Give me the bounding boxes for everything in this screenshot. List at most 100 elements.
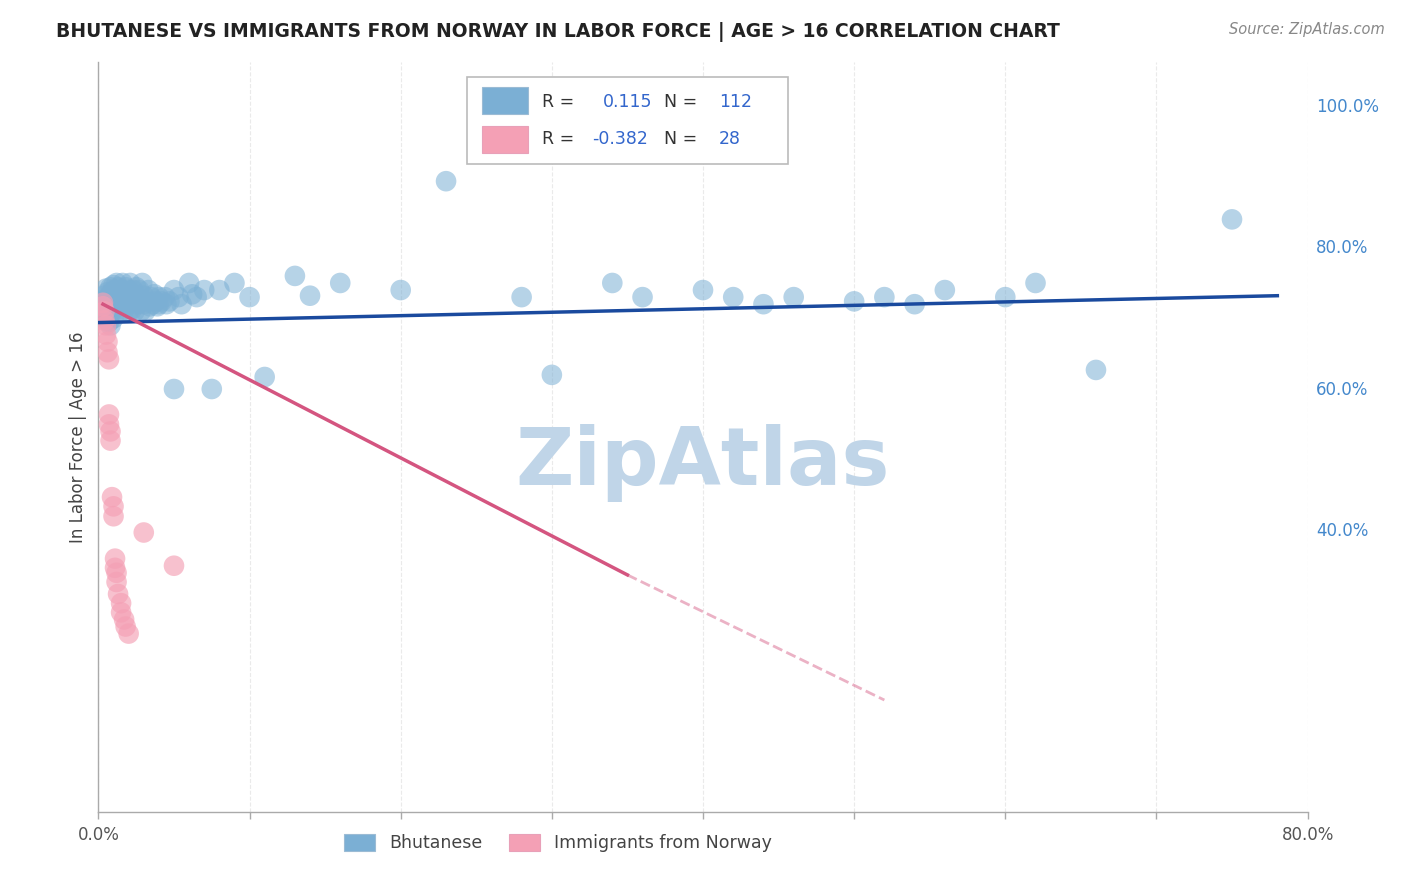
Point — [110, 294, 132, 309]
Point — [131, 276, 153, 290]
Point — [105, 574, 128, 589]
Point — [93, 289, 115, 303]
Point — [167, 290, 190, 304]
Point — [153, 290, 176, 304]
Point — [1024, 276, 1046, 290]
Point — [110, 596, 132, 610]
Point — [105, 276, 128, 290]
Text: Source: ZipAtlas.com: Source: ZipAtlas.com — [1229, 22, 1385, 37]
Point — [631, 290, 654, 304]
FancyBboxPatch shape — [482, 87, 527, 114]
Point — [96, 313, 118, 327]
Point — [389, 283, 412, 297]
Y-axis label: In Labor Force | Age > 16: In Labor Force | Age > 16 — [69, 331, 87, 543]
Point — [121, 294, 143, 309]
Point — [692, 283, 714, 297]
Point — [299, 289, 322, 303]
Point — [163, 382, 186, 396]
Point — [120, 289, 142, 303]
Point — [100, 318, 122, 333]
Text: ZipAtlas: ZipAtlas — [516, 425, 890, 502]
Point — [844, 294, 866, 309]
Point — [91, 302, 114, 317]
Point — [93, 304, 115, 318]
Point — [105, 289, 128, 303]
Text: 112: 112 — [718, 93, 752, 111]
Point — [145, 294, 167, 309]
Point — [101, 285, 124, 300]
Point — [159, 294, 181, 309]
Point — [115, 297, 138, 311]
Point — [146, 299, 169, 313]
Point — [98, 289, 121, 303]
Point — [94, 327, 117, 342]
Point — [118, 294, 141, 309]
Point — [253, 370, 276, 384]
Text: 28: 28 — [718, 130, 741, 148]
Point — [139, 299, 162, 313]
Point — [100, 425, 122, 439]
Point — [434, 174, 457, 188]
Point — [94, 310, 117, 324]
Point — [510, 290, 533, 304]
Point — [179, 276, 201, 290]
Point — [155, 297, 177, 311]
Point — [125, 280, 148, 294]
Point — [100, 290, 122, 304]
Text: R =: R = — [543, 93, 575, 111]
Point — [94, 292, 117, 306]
Point — [101, 490, 124, 504]
Point — [239, 290, 262, 304]
Point — [98, 408, 121, 422]
Point — [193, 283, 215, 297]
Point — [284, 268, 307, 283]
Point — [904, 297, 927, 311]
Point — [93, 306, 115, 320]
Point — [103, 311, 125, 326]
Point — [112, 302, 135, 317]
Point — [96, 304, 118, 318]
FancyBboxPatch shape — [482, 126, 527, 153]
Point — [104, 283, 127, 297]
Point — [100, 299, 122, 313]
Point — [127, 297, 149, 311]
Point — [98, 306, 121, 320]
Point — [101, 295, 124, 310]
Point — [143, 287, 166, 301]
Point — [103, 290, 125, 304]
Point — [122, 294, 145, 309]
Point — [135, 294, 157, 309]
FancyBboxPatch shape — [467, 78, 787, 163]
Text: N =: N = — [664, 93, 697, 111]
Point — [150, 294, 173, 309]
Point — [1085, 363, 1108, 377]
Point — [723, 290, 745, 304]
Point — [105, 566, 128, 580]
Point — [94, 318, 117, 333]
Point — [100, 310, 122, 324]
Point — [148, 290, 170, 304]
Point — [128, 294, 150, 309]
Point — [110, 606, 132, 620]
Point — [103, 509, 125, 524]
Text: 0.115: 0.115 — [603, 93, 652, 111]
Point — [100, 434, 122, 448]
Point — [124, 304, 146, 318]
Point — [118, 283, 141, 297]
Point — [129, 304, 152, 318]
Point — [103, 301, 125, 316]
Point — [181, 287, 204, 301]
Point — [98, 315, 121, 329]
Point — [148, 297, 170, 311]
Point — [96, 285, 118, 300]
Point — [120, 276, 142, 290]
Point — [110, 283, 132, 297]
Text: N =: N = — [664, 130, 697, 148]
Point — [107, 280, 129, 294]
Point — [163, 558, 186, 573]
Point — [94, 299, 117, 313]
Point — [132, 289, 155, 303]
Point — [107, 292, 129, 306]
Point — [112, 612, 135, 626]
Point — [103, 278, 125, 293]
